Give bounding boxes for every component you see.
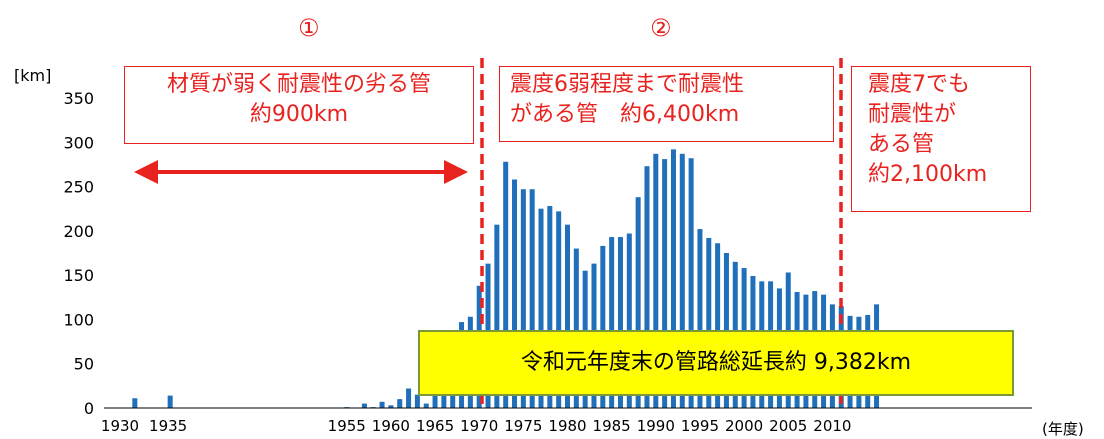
bar (670, 149, 676, 408)
box2-line1: 震度6弱程度まで耐震性 (510, 72, 744, 97)
bar (494, 224, 500, 408)
y-tick-label: 100 (63, 310, 94, 329)
bar (715, 243, 721, 408)
bar (529, 189, 535, 408)
bar (609, 237, 615, 408)
bar (406, 388, 412, 408)
y-tick-label: 0 (84, 399, 94, 418)
x-tick-label: 1995 (681, 417, 719, 435)
total-length-box: 令和元年度末の管路総延長約 9,382km (418, 330, 1014, 396)
annotation-box-weak-pipes: 材質が弱く耐震性の劣る管 約900km (124, 66, 474, 144)
x-axis: 1930 1935 1955 1960 1965 1970 1975 1980 1985 1990… (101, 407, 1032, 435)
period-marker-1: ① (298, 14, 320, 42)
bar (565, 224, 570, 408)
bar (547, 206, 553, 408)
bar (538, 208, 544, 408)
box3-line4: 約2,100km (868, 162, 988, 187)
arrow-head-left (134, 160, 158, 184)
annotation-box-seismic-6: 震度6弱程度まで耐震性 がある管 約6,400km (499, 66, 834, 142)
bar (600, 245, 606, 408)
x-tick-label: 1980 (548, 417, 586, 435)
bar (688, 158, 694, 408)
y-tick-label: 50 (74, 355, 94, 374)
annotation-box-seismic-7: 震度7でも 耐震性が ある管 約2,100km (851, 66, 1031, 212)
bar (644, 166, 650, 408)
y-tick-label: 150 (63, 266, 94, 285)
bar (617, 237, 623, 408)
bar (626, 233, 632, 408)
bar (379, 401, 385, 408)
box3-line3: ある管 (868, 132, 935, 157)
box1-line1: 材質が弱く耐震性の劣る管 (166, 72, 431, 97)
x-tick-label: 1935 (149, 417, 187, 435)
x-tick-label: 2010 (813, 417, 851, 435)
x-tick-label: 1930 (101, 417, 139, 435)
x-tick-label: 1970 (460, 417, 498, 435)
bar (423, 403, 429, 408)
bar (167, 395, 173, 408)
bar (653, 153, 659, 408)
bar (679, 153, 685, 408)
y-axis: 0 50 100 150 200 250 300 350 (63, 89, 94, 418)
x-axis-unit-label: (年度) (1042, 420, 1084, 438)
bar (520, 189, 526, 408)
bar (512, 179, 518, 408)
x-tick-label: 1975 (504, 417, 542, 435)
bar (662, 159, 668, 408)
y-tick-label: 250 (63, 178, 94, 197)
box2-line2: がある管 約6,400km (510, 102, 740, 127)
bar (697, 229, 703, 408)
x-tick-label: 1960 (372, 417, 410, 435)
y-axis-unit-label: [km] (14, 66, 52, 85)
period-marker-2: ② (650, 14, 672, 42)
bar (132, 398, 138, 408)
bar (503, 161, 509, 408)
bar (706, 237, 712, 408)
y-tick-label: 200 (63, 222, 94, 241)
x-tick-label: 1955 (328, 417, 366, 435)
x-tick-label: 1985 (593, 417, 631, 435)
bar (361, 403, 367, 408)
x-tick-label: 2005 (769, 417, 807, 435)
bar (388, 405, 394, 408)
bar (635, 197, 641, 408)
box3-line1: 震度7でも (868, 72, 970, 97)
arrow-head-right (444, 160, 468, 184)
bar (414, 394, 420, 408)
x-tick-label: 1965 (416, 417, 454, 435)
x-tick-label: 1990 (637, 417, 675, 435)
bar (573, 248, 579, 408)
y-tick-label: 350 (63, 89, 94, 108)
bar (556, 211, 562, 408)
y-tick-label: 300 (63, 133, 94, 152)
bar (397, 399, 403, 408)
box1-line2: 約900km (249, 102, 349, 127)
box3-line2: 耐震性が (868, 102, 957, 127)
x-tick-label: 2000 (725, 417, 763, 435)
